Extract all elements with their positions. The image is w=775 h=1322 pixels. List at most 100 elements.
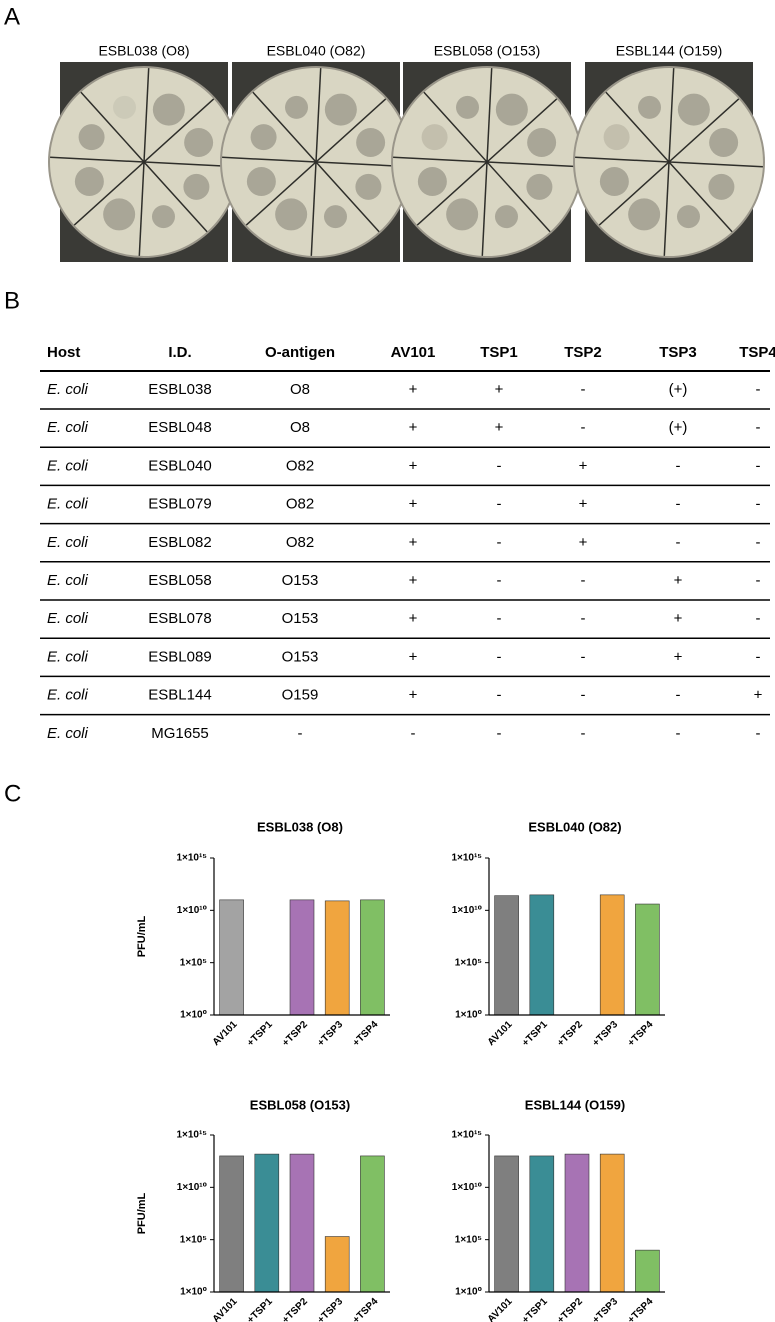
table-cell: - bbox=[581, 610, 586, 627]
table-cell: - bbox=[756, 419, 761, 436]
y-tick-label: 1×10⁰ bbox=[180, 1010, 207, 1021]
table-header: Host bbox=[47, 344, 80, 361]
table-cell: - bbox=[676, 457, 681, 474]
chart-title: ESBL040 (O82) bbox=[528, 819, 621, 834]
table-cell: + bbox=[495, 419, 504, 436]
panel-label: A bbox=[4, 3, 20, 30]
plaque-spot bbox=[446, 198, 479, 231]
table-cell: + bbox=[409, 534, 418, 551]
bar bbox=[219, 1155, 244, 1293]
plaque-spot bbox=[599, 166, 629, 196]
table-cell: - bbox=[497, 648, 502, 665]
plate-title: ESBL144 (O159) bbox=[616, 43, 723, 59]
table-cell: - bbox=[581, 419, 586, 436]
table-cell: - bbox=[676, 534, 681, 551]
table-cell: O153 bbox=[282, 572, 319, 589]
table-cell: E. coli bbox=[47, 419, 89, 436]
bar bbox=[324, 900, 350, 1016]
table-cell: + bbox=[409, 457, 418, 474]
y-tick-label: 1×10⁵ bbox=[180, 957, 208, 968]
table-cell: - bbox=[497, 534, 502, 551]
y-tick-label: 1×10¹⁰ bbox=[452, 905, 482, 916]
chart-title: ESBL144 (O159) bbox=[525, 1097, 625, 1112]
table-header: AV101 bbox=[391, 344, 436, 361]
plaque-spot bbox=[113, 95, 137, 119]
x-tick-label: +TSP4 bbox=[626, 1019, 656, 1049]
plaque-spot bbox=[285, 95, 309, 119]
plaque-spot bbox=[151, 205, 175, 229]
table-cell: E. coli bbox=[47, 687, 89, 704]
plaque-spot bbox=[184, 128, 214, 158]
table-cell: ESBL082 bbox=[148, 534, 211, 551]
x-tick-label: +TSP3 bbox=[591, 1019, 621, 1049]
table-header: TSP4 bbox=[739, 344, 775, 361]
bar bbox=[219, 899, 244, 1016]
table-cell: O82 bbox=[286, 534, 314, 551]
plaque-spot bbox=[323, 205, 347, 229]
plaque-spot bbox=[456, 95, 480, 119]
bar bbox=[599, 894, 625, 1016]
table-header: TSP2 bbox=[564, 344, 602, 361]
table-cell: - bbox=[298, 725, 303, 742]
table-cell: O8 bbox=[290, 419, 310, 436]
bar bbox=[494, 895, 519, 1016]
table-cell: + bbox=[409, 610, 418, 627]
table-cell: ESBL040 bbox=[148, 457, 211, 474]
table-cell: ESBL058 bbox=[148, 572, 211, 589]
y-tick-label: 1×10¹⁰ bbox=[177, 905, 207, 916]
plate-title: ESBL058 (O153) bbox=[434, 43, 541, 59]
y-tick-label: 1×10⁰ bbox=[455, 1287, 482, 1298]
table-cell: MG1655 bbox=[151, 725, 209, 742]
x-tick-label: +TSP3 bbox=[316, 1296, 346, 1322]
table-header: O-antigen bbox=[265, 344, 335, 361]
table-cell: - bbox=[756, 534, 761, 551]
table-cell: + bbox=[674, 572, 683, 589]
table-header: TSP3 bbox=[659, 344, 697, 361]
plaque-spot bbox=[74, 166, 104, 196]
plaque-spot bbox=[78, 124, 105, 151]
plaque-spot bbox=[417, 166, 447, 196]
table-cell: E. coli bbox=[47, 457, 89, 474]
table-cell: + bbox=[579, 496, 588, 513]
panel-label: C bbox=[4, 780, 21, 807]
chart-title: ESBL038 (O8) bbox=[257, 819, 343, 834]
bar bbox=[360, 1155, 385, 1293]
table-cell: - bbox=[756, 572, 761, 589]
table-cell: + bbox=[579, 534, 588, 551]
table-cell: - bbox=[497, 457, 502, 474]
table-cell: ESBL089 bbox=[148, 648, 211, 665]
plaque-spot bbox=[708, 173, 735, 200]
table-cell: O159 bbox=[282, 687, 319, 704]
plate-title: ESBL040 (O82) bbox=[267, 43, 366, 59]
x-tick-label: +TSP2 bbox=[555, 1019, 585, 1049]
table-header: TSP1 bbox=[480, 344, 518, 361]
table-cell: - bbox=[756, 648, 761, 665]
plaque-spot bbox=[421, 124, 448, 151]
plaque-spot bbox=[183, 173, 210, 200]
table-cell: E. coli bbox=[47, 648, 89, 665]
plaque-spot bbox=[676, 205, 700, 229]
table-cell: - bbox=[756, 457, 761, 474]
x-tick-label: +TSP3 bbox=[316, 1019, 346, 1049]
table-cell: - bbox=[676, 725, 681, 742]
table-cell: - bbox=[581, 381, 586, 398]
y-tick-label: 1×10⁵ bbox=[180, 1234, 208, 1245]
x-tick-label: +TSP3 bbox=[591, 1296, 621, 1322]
table-cell: - bbox=[756, 610, 761, 627]
table-cell: + bbox=[754, 687, 763, 704]
table-cell: - bbox=[497, 725, 502, 742]
bar bbox=[529, 1155, 555, 1293]
table-cell: - bbox=[411, 725, 416, 742]
table-cell: E. coli bbox=[47, 610, 89, 627]
table-cell: - bbox=[676, 496, 681, 513]
plaque-spot bbox=[709, 128, 739, 158]
x-tick-label: +TSP1 bbox=[245, 1296, 275, 1322]
y-tick-label: 1×10⁵ bbox=[455, 957, 483, 968]
table-cell: (+) bbox=[669, 419, 688, 436]
plaque-spot bbox=[246, 166, 276, 196]
table-cell: + bbox=[409, 687, 418, 704]
table-cell: + bbox=[409, 648, 418, 665]
y-tick-label: 1×10¹⁵ bbox=[451, 1130, 482, 1141]
y-tick-label: 1×10¹⁵ bbox=[451, 853, 482, 864]
table-cell: - bbox=[756, 725, 761, 742]
